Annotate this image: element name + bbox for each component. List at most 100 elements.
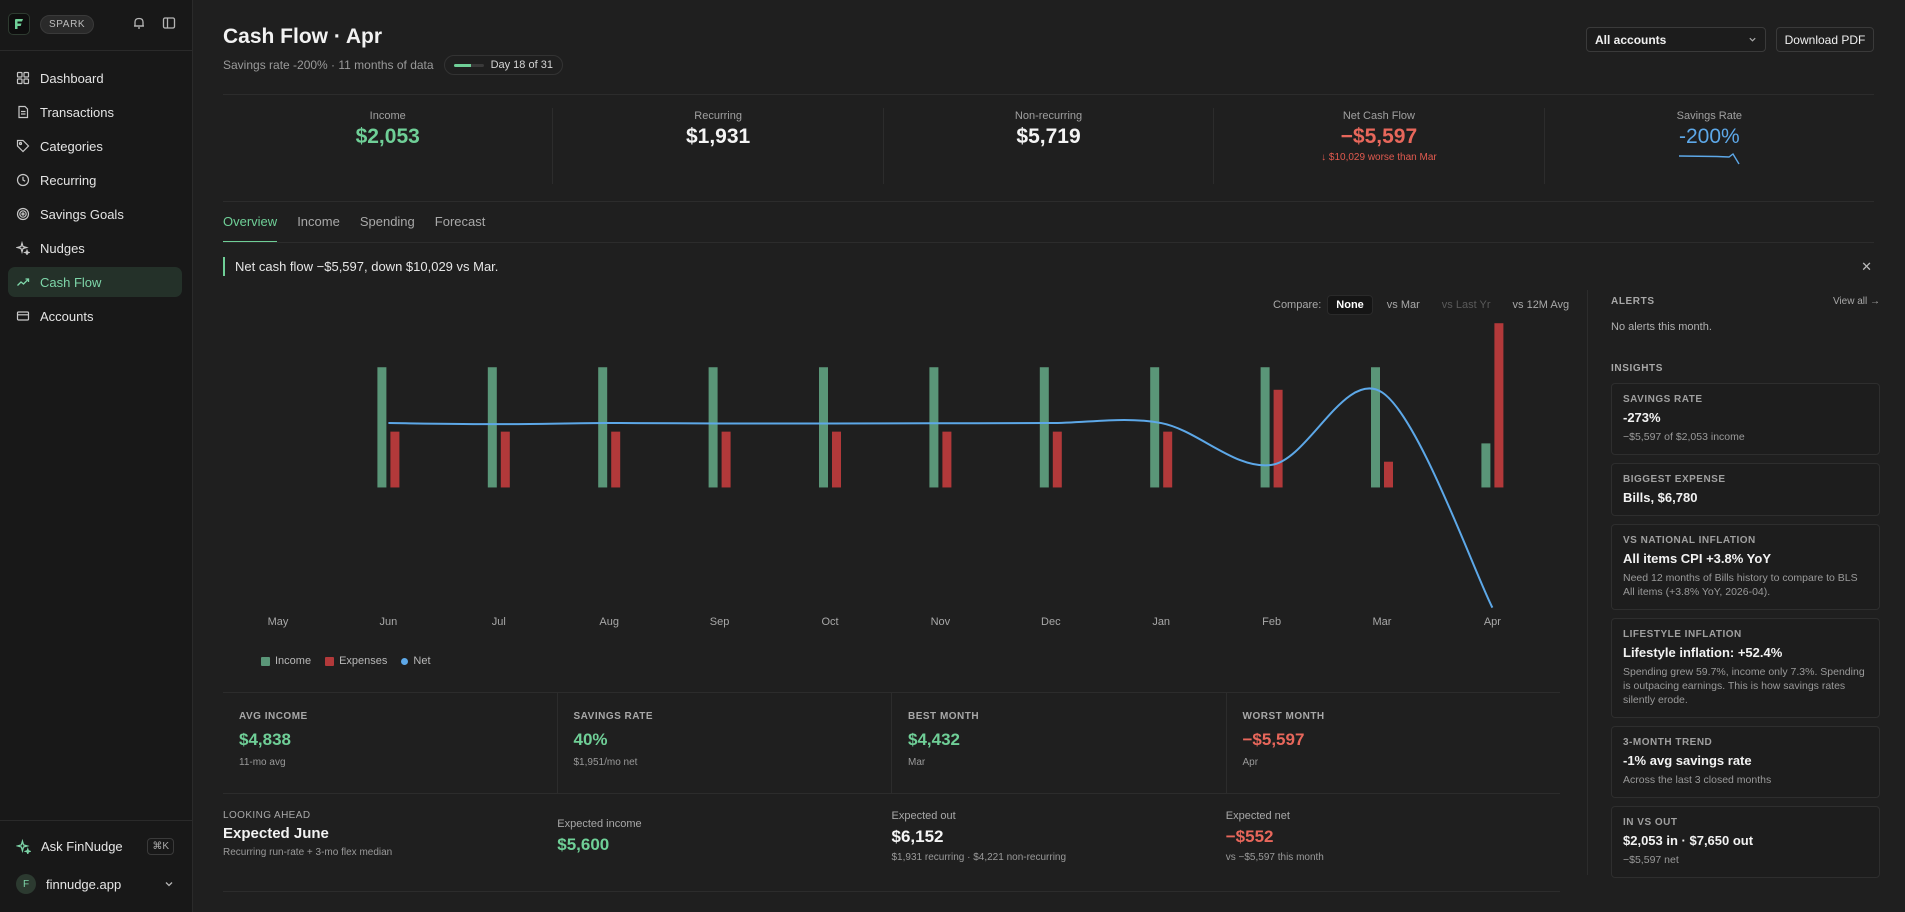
- kpi-value: -200%: [1678, 125, 1740, 148]
- compare-toggle: Compare: None vs Mar vs Last Yr vs 12M A…: [1273, 295, 1577, 315]
- sidebar-toggle-icon[interactable]: [162, 16, 176, 33]
- compare-vs-last-yr: vs Last Yr: [1441, 299, 1491, 311]
- sidebar-item-label: Accounts: [40, 308, 94, 324]
- sidebar-item-nudges[interactable]: Nudges: [8, 233, 182, 263]
- insight-sub: −$5,597 net: [1623, 854, 1679, 866]
- sidebar-item-accounts[interactable]: Accounts: [8, 301, 182, 331]
- download-pdf-button[interactable]: Download PDF: [1776, 27, 1874, 52]
- clock-icon: [16, 173, 30, 187]
- sidebar-item-dashboard[interactable]: Dashboard: [8, 63, 182, 93]
- savings-sparkline: [1679, 152, 1740, 165]
- sidebar-item-label: Savings Goals: [40, 206, 124, 222]
- bar-income-aug[interactable]: [598, 367, 608, 488]
- compare-vs-12m-avg[interactable]: vs 12M Avg: [1512, 299, 1570, 311]
- user-menu[interactable]: F finnudge.app: [16, 874, 174, 894]
- logo-icon[interactable]: [8, 13, 30, 35]
- kpi-label: Non-recurring: [1014, 110, 1083, 122]
- bar-income-feb[interactable]: [1260, 367, 1270, 488]
- sidebar-item-categories[interactable]: Categories: [8, 131, 182, 161]
- bell-icon[interactable]: [132, 16, 146, 33]
- kpi-savings-rate: Savings Rate -200%: [1545, 108, 1874, 184]
- x-tick-label: Sep: [710, 616, 730, 628]
- alerts-heading: ALERTS: [1611, 296, 1655, 307]
- stat-avg-income: AVG INCOME $4,838 11-mo avg: [223, 693, 558, 793]
- right-panel: ALERTS View all → No alerts this month. …: [1587, 290, 1880, 878]
- sidebar-item-label: Transactions: [40, 104, 114, 120]
- sidebar-item-recurring[interactable]: Recurring: [8, 165, 182, 195]
- stat-value: $4,838: [239, 730, 291, 749]
- x-tick-label: Jul: [492, 616, 506, 628]
- stat-sub: $1,951/mo net: [573, 757, 638, 768]
- stat-sub: Apr: [1242, 757, 1259, 768]
- sidebar-item-transactions[interactable]: Transactions: [8, 97, 182, 127]
- compare-vs-mar[interactable]: vs Mar: [1386, 299, 1420, 311]
- ask-finnudge-button[interactable]: Ask FinNudge ⌘K: [16, 838, 174, 855]
- stat-sub: Mar: [908, 757, 926, 768]
- insight-label: 3-MONTH TREND: [1623, 737, 1713, 748]
- tab-income[interactable]: Income: [297, 214, 340, 229]
- kpi-delta: ↓ $10,029 worse than Mar: [1321, 152, 1437, 163]
- bar-expenses-jan[interactable]: [1163, 431, 1173, 488]
- page-title: Cash Flow · Apr: [223, 25, 383, 48]
- legend-income: Income: [261, 655, 311, 667]
- bar-expenses-oct[interactable]: [832, 431, 841, 488]
- bar-income-mar[interactable]: [1371, 367, 1380, 488]
- bar-income-jul[interactable]: [487, 367, 497, 488]
- tab-overview[interactable]: Overview: [223, 214, 278, 243]
- bar-expenses-jun[interactable]: [390, 431, 400, 488]
- x-tick-label: Apr: [1484, 616, 1501, 628]
- sidebar-nav: Dashboard Transactions Categories Recurr…: [8, 63, 182, 335]
- tab-spending[interactable]: Spending: [359, 214, 415, 229]
- bar-expenses-feb[interactable]: [1273, 389, 1283, 488]
- stat-value: −$5,597: [1242, 730, 1305, 749]
- account-select-value: All accounts: [1595, 32, 1667, 47]
- bar-expenses-nov[interactable]: [942, 431, 952, 488]
- bar-expenses-dec[interactable]: [1052, 431, 1062, 488]
- account-select[interactable]: All accounts: [1586, 27, 1766, 52]
- bar-expenses-jul[interactable]: [500, 431, 510, 488]
- brand: SPARK: [8, 13, 95, 35]
- tab-bar: Overview Income Spending Forecast: [223, 214, 485, 243]
- ahead-net-label: Expected net: [1225, 810, 1290, 822]
- bar-income-sep[interactable]: [708, 367, 718, 488]
- ahead-income-label: Expected income: [557, 818, 642, 830]
- stat-value: 40%: [573, 730, 608, 749]
- sidebar-item-savings-goals[interactable]: Savings Goals: [8, 199, 182, 229]
- ahead-income: Expected income $5,600: [557, 810, 891, 891]
- bar-expenses-sep[interactable]: [721, 431, 731, 488]
- close-icon[interactable]: ✕: [1861, 259, 1872, 274]
- legend-expenses: Expenses: [325, 655, 387, 667]
- bar-income-jun[interactable]: [377, 367, 387, 488]
- insight-card: LIFESTYLE INFLATION Lifestyle inflation: …: [1611, 618, 1880, 718]
- chevron-down-icon: [1749, 37, 1756, 42]
- page-subtitle: Savings rate -200% · 11 months of data D…: [223, 55, 563, 75]
- bar-income-oct[interactable]: [819, 367, 828, 488]
- kpi-income: Income $2,053: [223, 108, 554, 184]
- sidebar-item-cash-flow[interactable]: Cash Flow: [8, 267, 182, 297]
- stat-value: $4,432: [908, 730, 960, 749]
- sidebar-item-label: Nudges: [40, 240, 85, 256]
- bar-income-jan[interactable]: [1150, 367, 1160, 488]
- net-line[interactable]: [388, 387, 1494, 609]
- ahead-label: LOOKING AHEAD: [223, 810, 311, 821]
- card-icon: [16, 311, 30, 321]
- bar-expenses-aug[interactable]: [611, 431, 621, 488]
- kpi-net-cash-flow: Net Cash Flow −$5,597 ↓ $10,029 worse th…: [1214, 108, 1545, 184]
- bar-income-nov[interactable]: [929, 367, 939, 488]
- chevron-down-icon: [165, 882, 173, 887]
- compare-none[interactable]: None: [1327, 295, 1373, 315]
- bar-expenses-apr[interactable]: [1494, 323, 1504, 488]
- insight-card: BIGGEST EXPENSE Bills, $6,780: [1611, 463, 1880, 516]
- stat-savings-rate: SAVINGS RATE 40% $1,951/mo net: [558, 693, 892, 793]
- day-progress-pill: Day 18 of 31: [443, 55, 563, 75]
- bar-expenses-mar[interactable]: [1384, 461, 1393, 488]
- kpi-label: Recurring: [694, 110, 742, 122]
- kpi-label: Net Cash Flow: [1342, 110, 1415, 122]
- insight-card: VS NATIONAL INFLATION All items CPI +3.8%…: [1611, 524, 1880, 610]
- view-all-link[interactable]: View all →: [1832, 296, 1880, 307]
- insight-card: SAVINGS RATE -273% −$5,597 of $2,053 incom…: [1611, 383, 1880, 455]
- bar-income-dec[interactable]: [1039, 367, 1049, 488]
- bar-income-apr[interactable]: [1481, 443, 1491, 488]
- tab-forecast[interactable]: Forecast: [434, 214, 486, 229]
- subtitle-text: Savings rate -200% · 11 months of data: [223, 58, 434, 72]
